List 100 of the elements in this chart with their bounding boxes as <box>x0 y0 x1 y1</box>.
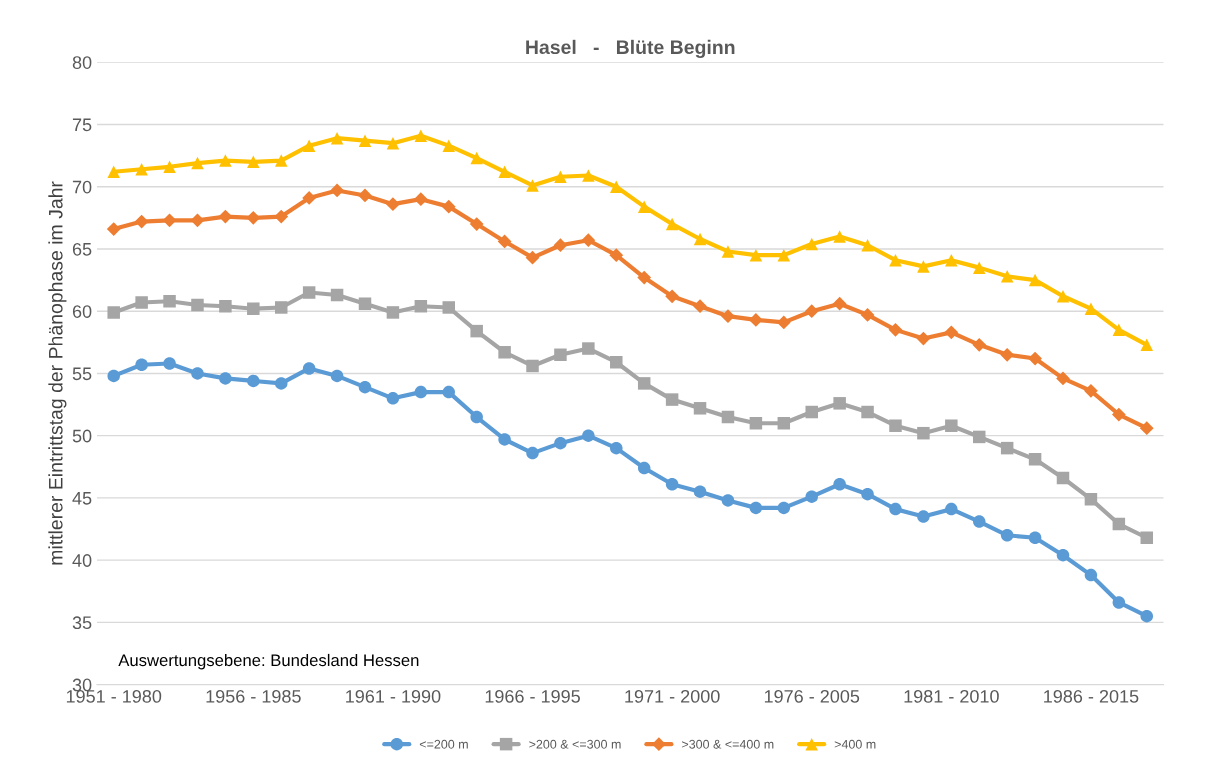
point <box>749 416 763 430</box>
point <box>247 155 260 169</box>
point <box>107 369 120 383</box>
point <box>163 357 176 370</box>
point <box>442 139 456 152</box>
point <box>470 151 483 165</box>
point <box>916 331 931 346</box>
y-tick-label: 60 <box>72 305 92 318</box>
point <box>1112 323 1126 337</box>
point <box>246 210 261 225</box>
point <box>386 197 400 212</box>
point <box>805 490 818 503</box>
point <box>554 436 567 450</box>
point <box>777 248 791 262</box>
point <box>1084 302 1098 315</box>
point <box>413 192 428 207</box>
point <box>945 253 958 267</box>
y-tick-label: 75 <box>72 118 92 132</box>
point <box>721 494 735 507</box>
point <box>917 510 930 523</box>
legend-label: >400 m <box>834 739 876 749</box>
point <box>330 288 344 302</box>
point <box>693 299 707 314</box>
point <box>917 260 930 273</box>
point <box>191 156 204 170</box>
point <box>860 308 875 322</box>
point <box>162 213 177 228</box>
point <box>498 346 511 359</box>
point <box>610 355 623 369</box>
point <box>693 232 707 246</box>
point <box>386 392 400 405</box>
point <box>302 362 316 375</box>
point <box>805 237 818 251</box>
point <box>665 477 679 491</box>
point <box>1056 548 1070 562</box>
point <box>1028 351 1042 366</box>
legend-label: <=200 m <box>419 739 468 749</box>
point <box>777 416 791 430</box>
point <box>861 405 874 419</box>
y-tick-label: 45 <box>72 492 92 505</box>
point <box>135 358 148 371</box>
point <box>1112 596 1126 609</box>
point <box>414 385 428 399</box>
point <box>442 301 456 314</box>
point <box>1000 529 1014 542</box>
point <box>1028 453 1042 466</box>
chart-title: Hasel - Blüte Beginn <box>526 39 735 59</box>
point <box>163 160 176 174</box>
point <box>525 250 540 265</box>
point <box>637 377 651 390</box>
point <box>274 209 289 224</box>
point <box>917 426 930 440</box>
y-tick-label: 65 <box>72 242 92 256</box>
point <box>1140 338 1154 352</box>
point <box>1028 273 1042 287</box>
point <box>135 296 148 309</box>
point <box>1084 383 1098 398</box>
point <box>665 217 679 231</box>
point <box>1139 421 1154 436</box>
x-tick-label: 1986 - 2015 <box>1044 689 1139 703</box>
point <box>526 446 539 460</box>
point <box>106 222 121 236</box>
point <box>441 199 456 214</box>
legend-label: >200 & <=300 m <box>529 739 621 749</box>
point <box>386 306 400 319</box>
point <box>1112 517 1126 531</box>
point <box>889 419 902 432</box>
point <box>972 337 987 352</box>
y-tick-label: 40 <box>72 554 92 567</box>
point <box>749 501 763 515</box>
point <box>470 324 483 338</box>
point <box>805 405 818 419</box>
point <box>274 377 288 390</box>
point <box>1111 407 1126 422</box>
point <box>693 485 707 498</box>
point <box>414 129 428 142</box>
point <box>274 154 288 167</box>
legend-label: >300 & <=400 m <box>682 739 774 749</box>
point <box>833 397 846 410</box>
y-tick-label: 30 <box>72 678 92 692</box>
point <box>218 209 233 224</box>
point <box>330 131 344 145</box>
point <box>191 298 204 312</box>
point <box>889 502 902 516</box>
point <box>1056 371 1070 386</box>
x-tick-label: 1961 - 1990 <box>346 689 441 703</box>
point <box>1084 568 1098 582</box>
point <box>749 248 763 262</box>
x-tick-label: 1971 - 2000 <box>625 689 720 703</box>
point <box>247 374 260 388</box>
point <box>1056 471 1070 485</box>
y-axis-title: mittlerer Eintrittstag der Phänophase im Jahr <box>48 181 67 565</box>
point <box>804 304 819 319</box>
point <box>526 179 539 192</box>
point <box>553 238 568 253</box>
point <box>973 430 986 444</box>
point <box>888 323 903 337</box>
point <box>665 289 679 304</box>
point <box>581 233 596 248</box>
point <box>610 441 623 455</box>
